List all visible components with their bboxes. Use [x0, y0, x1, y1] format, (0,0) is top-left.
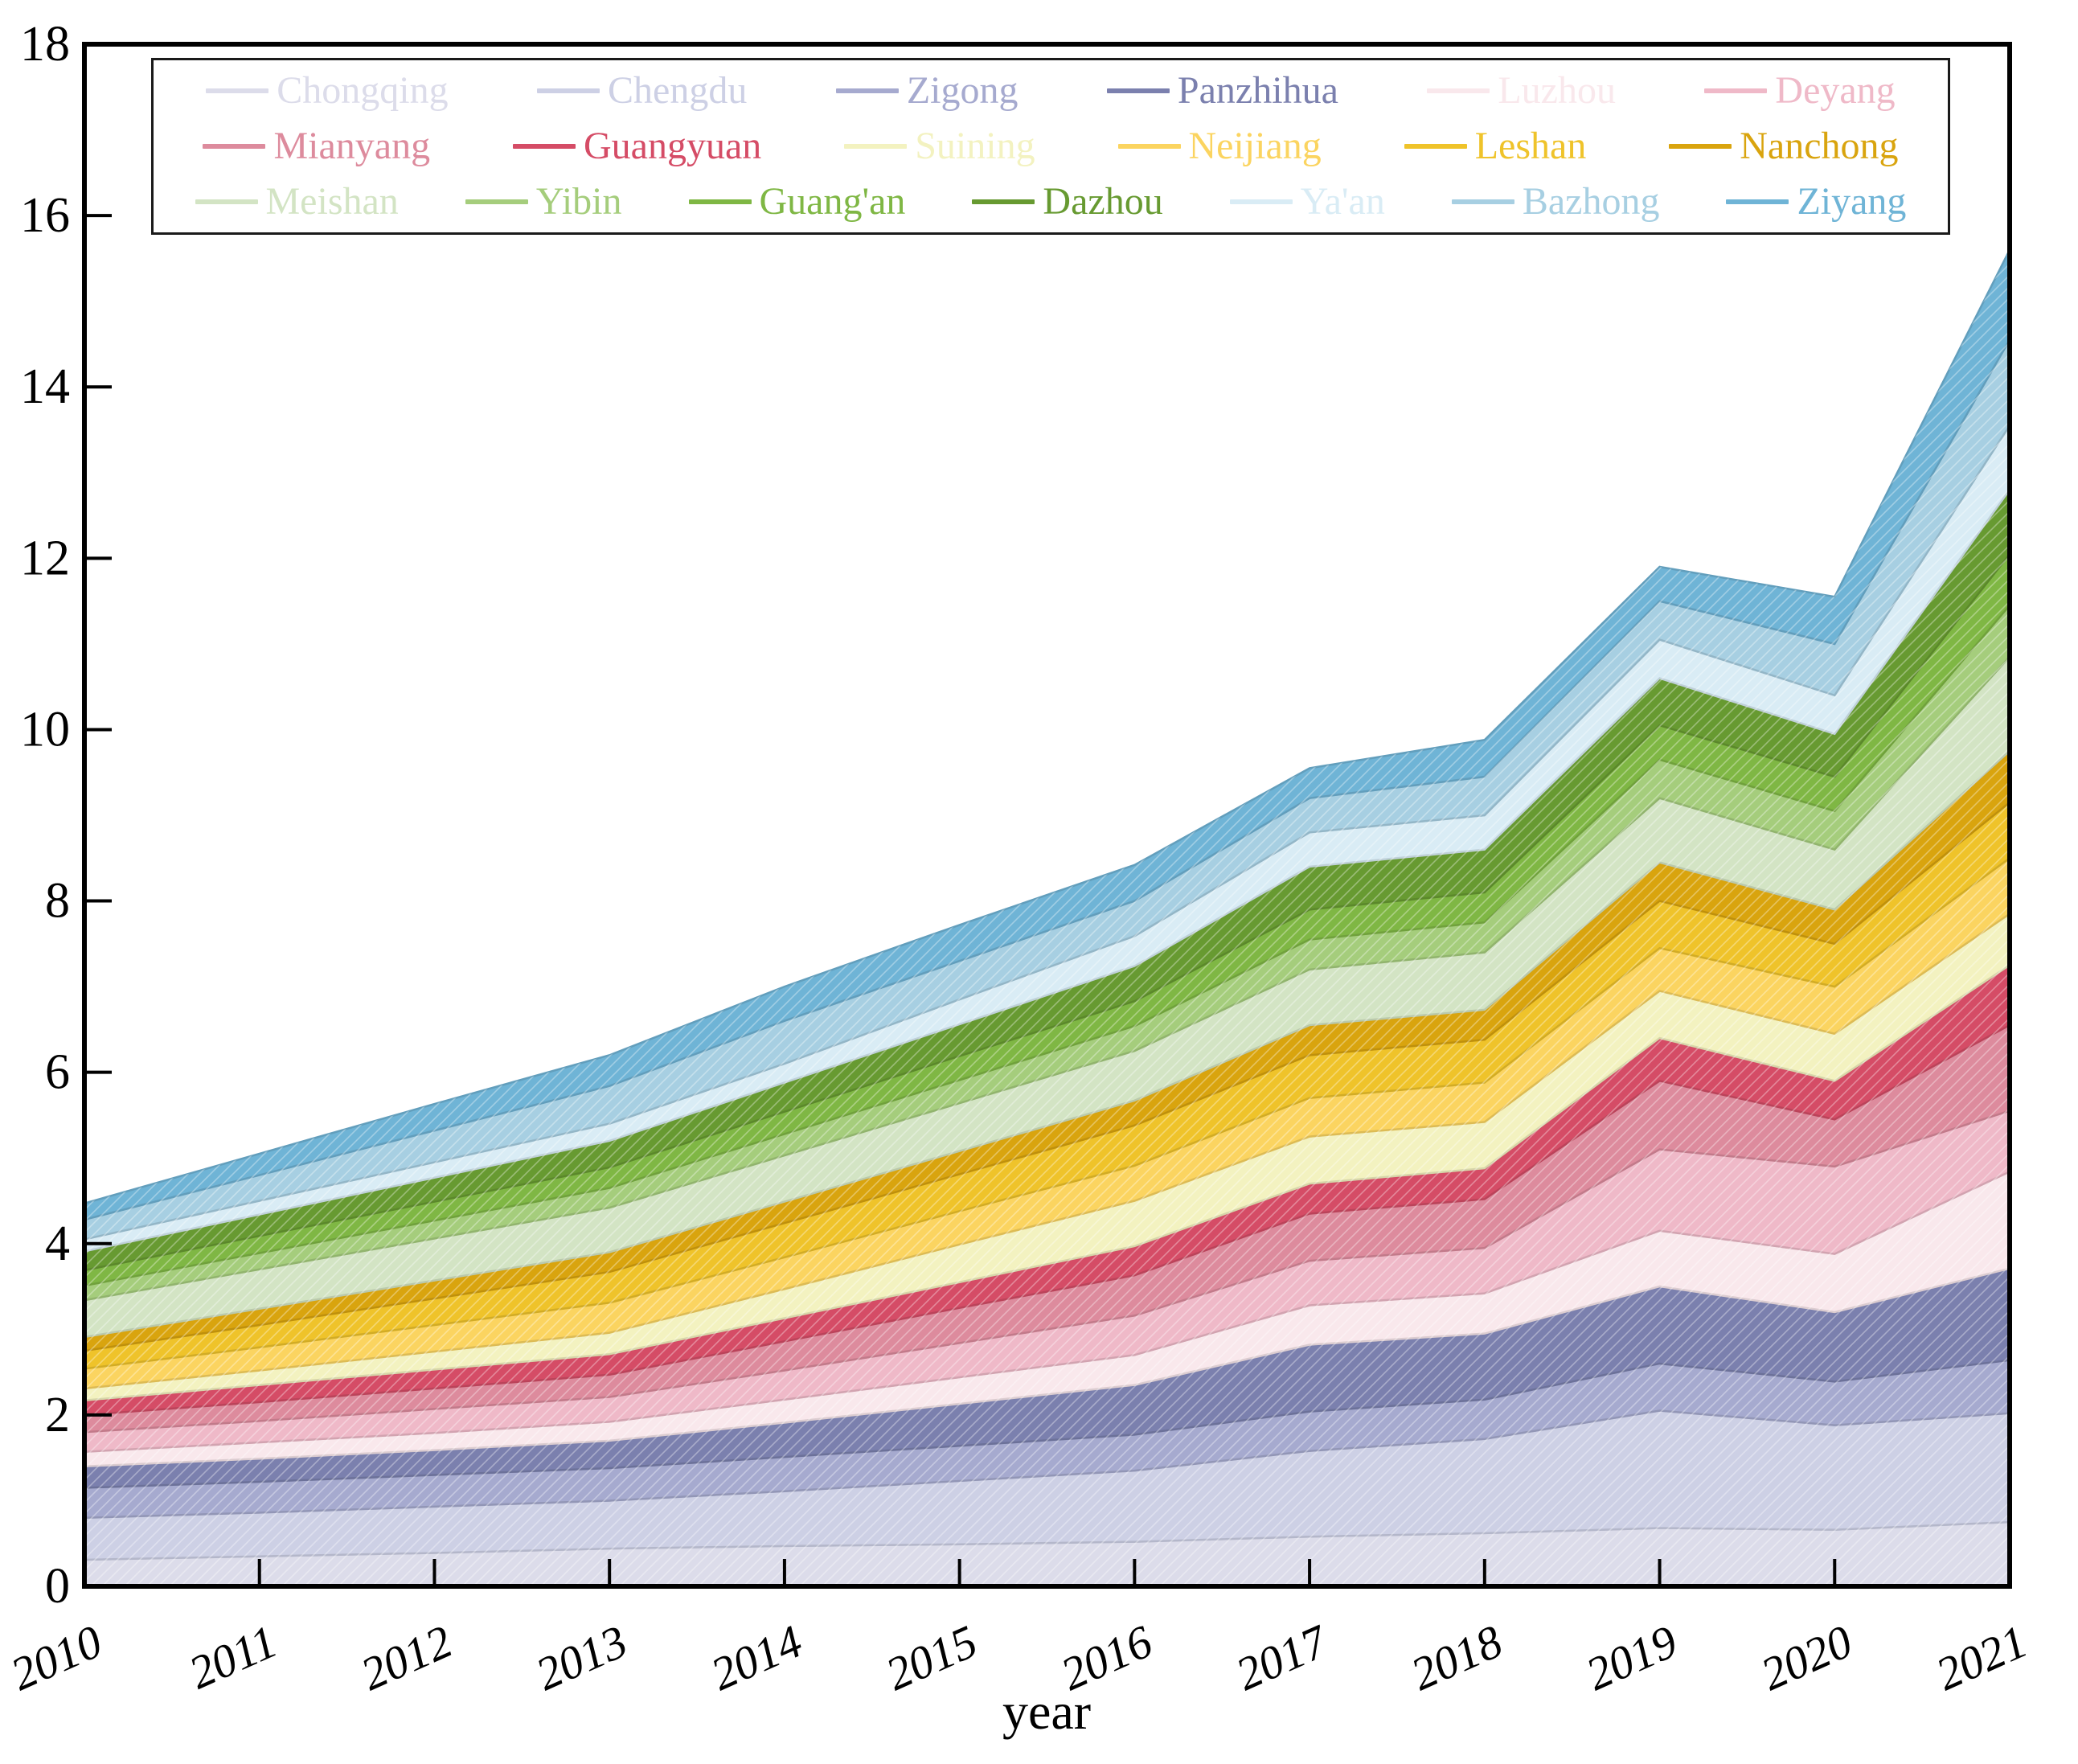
legend-line-swatch: [206, 88, 269, 94]
legend-line-swatch: [835, 88, 899, 94]
x-tick-label-2012: 2012: [353, 1614, 459, 1700]
legend-item-nanchong: Nanchong: [1669, 124, 1899, 167]
legend-row-1: Chongqing Chengdu Zigong Panzhihua Luzhou Dey…: [162, 72, 1940, 110]
axes-frame: [82, 42, 2012, 1589]
x-tick-label-2013: 2013: [528, 1614, 634, 1700]
x-tick-label-2015: 2015: [879, 1614, 985, 1700]
legend-item-suining: Suining: [844, 124, 1035, 167]
legend-label: Chongqing: [277, 69, 449, 113]
legend-label: Chengdu: [608, 69, 748, 113]
legend-item-bazhong: Bazhong: [1451, 179, 1660, 223]
y-tick-label-14: 14: [20, 359, 70, 414]
y-tick-label-4: 4: [45, 1216, 70, 1271]
legend-label: Yibin: [535, 179, 622, 223]
legend-item-guangan: Guang'an: [688, 179, 906, 223]
legend-item-yibin: Yibin: [465, 179, 622, 223]
legend-item-neijiang: Neijiang: [1117, 124, 1322, 167]
x-tick-label-2017: 2017: [1228, 1614, 1336, 1700]
legend-line-swatch: [1704, 88, 1768, 94]
legend-line-swatch: [1106, 88, 1170, 94]
y-tick-label-6: 6: [45, 1045, 70, 1100]
y-tick-label-16: 16: [20, 188, 70, 243]
legend-label: Zigong: [906, 69, 1019, 113]
legend-label: Guangyuan: [584, 124, 762, 167]
legend-line-swatch: [465, 199, 528, 204]
legend-label: Mianyang: [273, 124, 431, 167]
y-axis: 0 2 4 6 8 10 12 14 16 18: [20, 17, 112, 1614]
legend-row-2: Mianyang Guangyuan Suining Neijiang Leshan Na…: [162, 124, 1940, 167]
x-tick-label-2010: 2010: [3, 1614, 109, 1700]
legend-label: Ziyang: [1797, 179, 1907, 223]
legend-line-swatch: [1427, 88, 1490, 94]
legend-label: Deyang: [1775, 69, 1896, 113]
legend-item-dazhou: Dazhou: [972, 179, 1163, 223]
legend-label: Neijiang: [1188, 124, 1322, 167]
x-tick-label-2020: 2020: [1753, 1614, 1859, 1700]
y-tick-label-12: 12: [20, 531, 70, 585]
y-tick-label-18: 18: [20, 17, 70, 72]
legend-label: Bazhong: [1522, 179, 1660, 223]
legend-line-swatch: [1669, 143, 1732, 149]
legend-line-swatch: [1229, 199, 1293, 204]
x-tick-label-2018: 2018: [1404, 1614, 1510, 1700]
legend-line-swatch: [844, 143, 908, 149]
legend-item-mianyang: Mianyang: [203, 124, 431, 167]
legend-line-swatch: [1726, 199, 1789, 204]
legend-item-meishan: Meishan: [195, 179, 399, 223]
legend-item-zigong: Zigong: [835, 69, 1019, 113]
legend-item-luzhou: Luzhou: [1427, 72, 1616, 110]
legend-label: Luzhou: [1498, 69, 1616, 113]
legend-line-swatch: [203, 143, 266, 149]
legend-label: Panzhihua: [1177, 69, 1338, 113]
legend-row-3: Meishan Yibin Guang'an Dazhou Ya'an Bazhong Zi…: [162, 179, 1940, 223]
legend-item-leshan: Leshan: [1404, 124, 1587, 167]
y-tick-label-10: 10: [20, 702, 70, 757]
legend-label: Ya'an: [1300, 179, 1385, 223]
y-tick-label-0: 0: [45, 1559, 70, 1614]
legend-line-swatch: [972, 199, 1035, 204]
legend-line-swatch: [513, 143, 576, 149]
legend-label: Guang'an: [759, 179, 906, 223]
legend-line-swatch: [1451, 199, 1514, 204]
legend-item-chongqing: Chongqing: [206, 69, 449, 113]
legend-box: Chongqing Chengdu Zigong Panzhihua Luzhou Dey…: [151, 58, 1950, 235]
x-tick-label-2011: 2011: [182, 1614, 285, 1699]
legend-line-swatch: [537, 88, 600, 94]
legend-label: Dazhou: [1043, 179, 1163, 223]
legend-item-deyang: Deyang: [1704, 69, 1896, 113]
x-tick-label-2019: 2019: [1578, 1614, 1684, 1700]
legend-item-yaan: Ya'an: [1229, 179, 1385, 223]
x-axis-title: year: [1002, 1683, 1091, 1740]
legend-line-swatch: [195, 199, 258, 204]
legend-label: Suining: [915, 124, 1035, 167]
y-tick-label-8: 8: [45, 874, 70, 929]
legend-label: Nanchong: [1740, 124, 1899, 167]
legend-item-chengdu: Chengdu: [537, 72, 747, 110]
legend-line-swatch: [1117, 143, 1181, 149]
legend-item-ziyang: Ziyang: [1726, 179, 1907, 223]
legend-label: Meishan: [265, 179, 399, 223]
legend-line-swatch: [688, 199, 752, 204]
legend-item-panzhihua: Panzhihua: [1106, 69, 1338, 113]
legend-line-swatch: [1404, 143, 1467, 149]
legend-item-guangyuan: Guangyuan: [513, 124, 762, 167]
y-tick-label-2: 2: [45, 1388, 70, 1442]
x-tick-label-2021: 2021: [1928, 1614, 2035, 1700]
hatch-overlay: [84, 249, 2010, 1586]
x-tick-label-2014: 2014: [703, 1614, 809, 1700]
legend-label: Leshan: [1474, 124, 1587, 167]
